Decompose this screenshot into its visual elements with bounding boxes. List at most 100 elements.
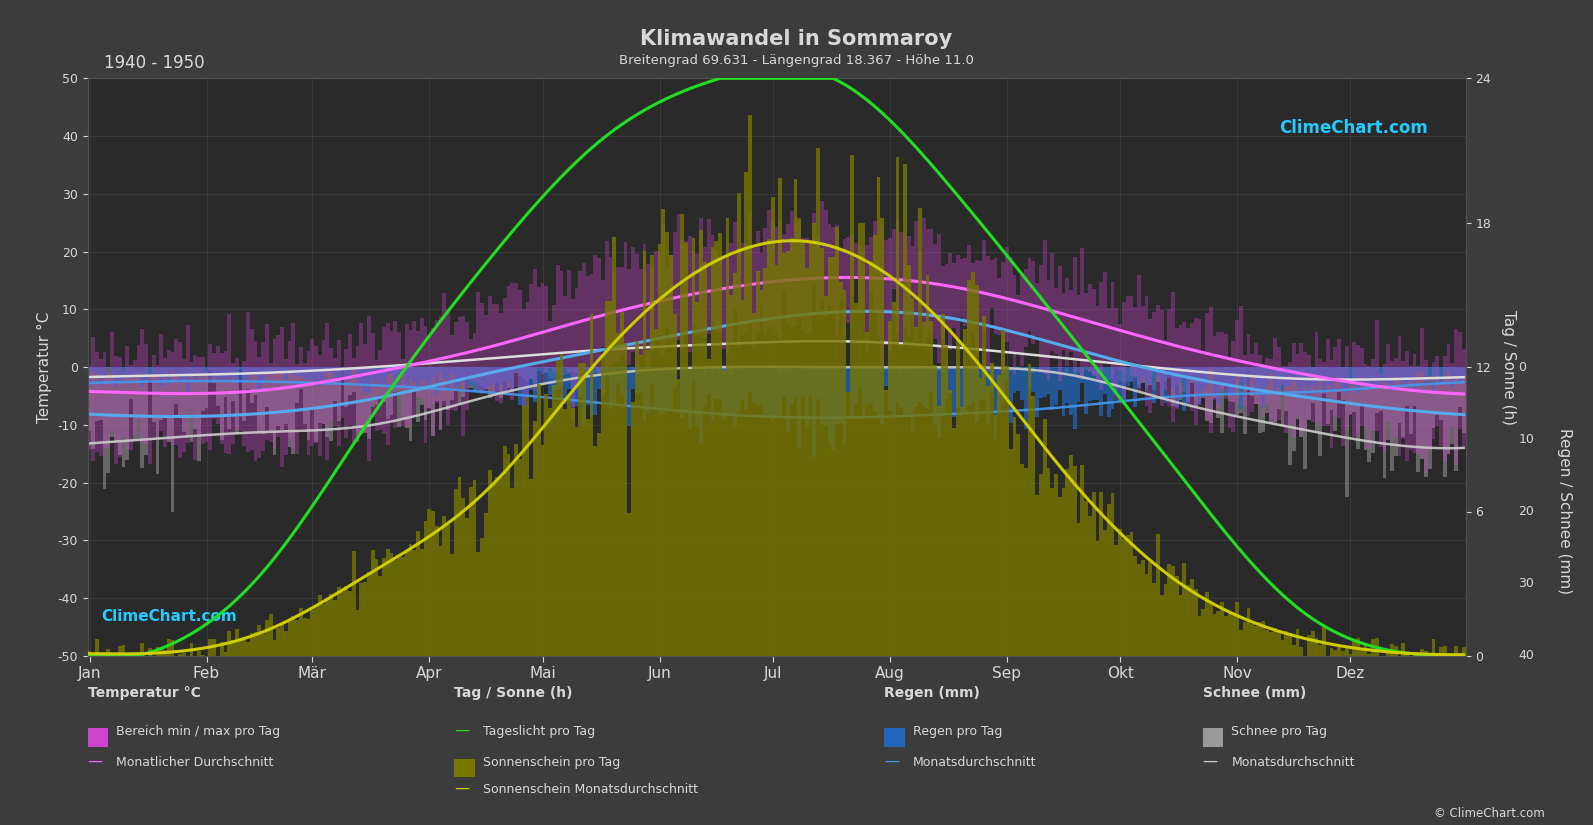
Bar [1039, 266, 1043, 374]
Bar [785, 224, 790, 324]
Bar [408, 544, 413, 656]
Bar [809, 242, 812, 656]
Bar [1050, 367, 1055, 410]
Bar [1462, 367, 1466, 433]
Bar [457, 317, 462, 386]
Bar [303, 618, 306, 656]
Bar [1337, 367, 1341, 392]
Bar [1193, 367, 1198, 407]
Bar [1209, 601, 1212, 656]
Bar [1424, 651, 1427, 656]
Bar [647, 367, 650, 412]
Bar [710, 367, 714, 422]
Bar [170, 351, 175, 446]
Bar [1088, 516, 1091, 656]
Bar [1289, 362, 1292, 424]
Bar [718, 367, 722, 371]
Bar [540, 367, 545, 368]
Bar [386, 367, 390, 419]
Bar [295, 364, 299, 454]
Bar [870, 367, 873, 404]
Bar [330, 367, 333, 372]
Bar [121, 367, 126, 380]
Bar [749, 212, 752, 319]
Bar [586, 367, 589, 405]
Bar [1027, 365, 1031, 656]
Bar [299, 347, 303, 429]
Bar [1413, 354, 1416, 453]
Bar [1223, 367, 1228, 395]
Bar [1058, 367, 1061, 390]
Bar [540, 284, 545, 384]
Bar [515, 367, 518, 372]
Bar [427, 367, 432, 408]
Bar [371, 367, 374, 408]
Bar [556, 265, 559, 362]
Bar [333, 600, 336, 656]
Bar [397, 332, 401, 390]
Bar [427, 335, 432, 409]
Bar [892, 367, 895, 417]
Bar [1066, 469, 1069, 656]
Bar [835, 367, 840, 372]
Text: —: — [88, 753, 104, 769]
Bar [432, 328, 435, 436]
Y-axis label: Temperatur °C: Temperatur °C [37, 311, 53, 423]
Bar [344, 367, 349, 383]
Bar [1352, 367, 1356, 386]
Bar [247, 312, 250, 452]
Bar [1325, 367, 1330, 424]
Bar [790, 238, 793, 656]
Bar [551, 304, 556, 372]
Bar [1228, 367, 1231, 401]
Bar [518, 290, 523, 389]
Bar [1118, 529, 1121, 656]
Bar [1243, 622, 1247, 656]
Bar [1311, 367, 1314, 422]
Bar [986, 256, 989, 371]
Bar [1187, 367, 1190, 404]
Bar [922, 322, 926, 656]
Bar [1080, 248, 1085, 376]
Bar [1179, 367, 1182, 384]
Bar [1008, 257, 1013, 354]
Bar [156, 367, 159, 374]
Bar [843, 367, 846, 445]
Bar [349, 367, 352, 394]
Bar [978, 379, 983, 656]
Bar [1397, 367, 1402, 381]
Bar [914, 328, 918, 656]
Bar [126, 367, 129, 460]
Bar [1306, 634, 1311, 656]
Bar [1133, 556, 1137, 656]
Bar [1333, 367, 1337, 380]
Bar [763, 268, 768, 656]
Bar [1295, 629, 1300, 656]
Bar [1258, 367, 1262, 394]
Bar [929, 321, 933, 656]
Bar [972, 263, 975, 332]
Bar [642, 367, 647, 422]
Bar [779, 222, 782, 338]
Bar [182, 367, 186, 432]
Bar [360, 367, 363, 384]
Bar [330, 348, 333, 421]
Bar [413, 367, 416, 382]
Bar [672, 367, 677, 387]
Bar [1322, 367, 1325, 393]
Bar [201, 367, 204, 378]
Bar [755, 271, 760, 656]
Bar [186, 367, 190, 436]
Bar [284, 630, 288, 656]
Bar [1421, 328, 1424, 458]
Bar [816, 238, 820, 311]
Bar [1421, 367, 1424, 371]
Bar [212, 367, 217, 383]
Bar [352, 367, 355, 369]
Bar [1223, 367, 1228, 384]
Bar [1201, 367, 1204, 391]
Bar [204, 370, 209, 442]
Bar [804, 238, 809, 336]
Bar [1281, 640, 1284, 656]
Bar [1085, 367, 1088, 413]
